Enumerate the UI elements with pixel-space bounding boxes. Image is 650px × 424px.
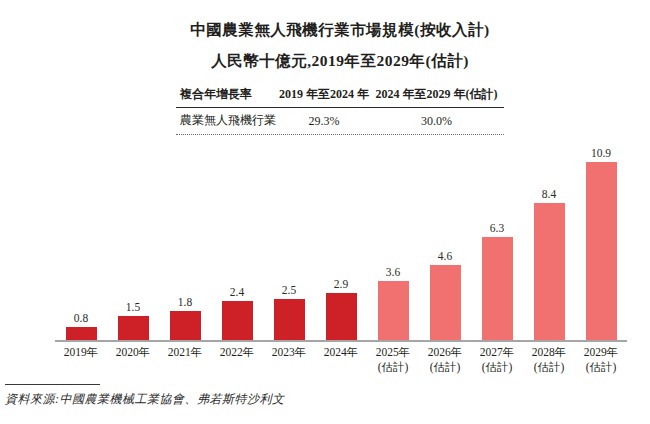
bar-2021 [170,311,201,340]
bar-2028 [534,203,565,340]
x-axis-label-2023: 2023年 [263,345,315,375]
bar-group-2020: 1.5 [107,301,159,340]
cagr-value-2024-2029: 30.0% [369,114,504,129]
bar-value-label-2020: 1.5 [126,301,140,313]
source-text: 資料來源:中國農業機械工業協會、弗若斯特沙利文 [5,391,285,408]
bar-group-2019: 0.8 [55,312,107,340]
cagr-header-2019-2024: 2019 年至2024 年 [279,86,369,103]
bar-2020 [118,316,149,340]
bar-2019 [66,327,97,340]
bar-2024 [326,293,357,340]
bar-2029 [586,162,617,340]
x-axis-label-2019: 2019年 [55,345,107,375]
bar-value-label-2026: 4.6 [438,250,452,262]
x-axis-label-2022: 2022年 [211,345,263,375]
bar-value-label-2027: 6.3 [490,222,504,234]
bar-group-2025: 3.6 [367,266,419,340]
bar-group-2026: 4.6 [419,250,471,340]
x-axis-label-2025: 2025年(估計) [367,345,419,375]
bar-value-label-2024: 2.9 [334,278,348,290]
cagr-table: 複合年增長率 2019 年至2024 年 2024 年至2029 年(估計) 農… [176,86,504,135]
bar-group-2028: 8.4 [523,188,575,340]
bar-2026 [430,265,461,340]
x-axis-line [55,340,627,342]
bar-value-label-2022: 2.4 [230,286,244,298]
x-axis-label-2028: 2028年(估計) [523,345,575,375]
x-axis-label-2029: 2029年(估計) [575,345,627,375]
bar-value-label-2019: 0.8 [74,312,88,324]
chart-title-line1: 中國農業無人飛機行業市場規模(按收入計) [30,14,650,45]
source-divider [5,384,100,385]
bar-value-label-2029: 10.9 [591,147,611,159]
x-axis-label-2020: 2020年 [107,345,159,375]
page: 中國農業無人飛機行業市場規模(按收入計) 人民幣十億元,2019年至2029年(… [0,0,650,424]
bar-value-label-2023: 2.5 [282,284,296,296]
x-axis-label-2027: 2027年(估計) [471,345,523,375]
bar-chart: 0.8 1.5 1.8 2.4 2.5 2.9 3.6 4.6 6.3 8.4 10.9 2019年… [55,144,627,375]
x-axis-label-2021: 2021年 [159,345,211,375]
cagr-value-2019-2024: 29.3% [279,114,369,129]
x-axis-label-2024: 2024年 [315,345,367,375]
bar-group-2022: 2.4 [211,286,263,340]
bar-value-label-2025: 3.6 [386,266,400,278]
bar-2022 [222,301,253,340]
cagr-row-label: 農業無人飛機行業 [176,112,279,129]
bar-group-2029: 10.9 [575,147,627,340]
cagr-table-header-row: 複合年增長率 2019 年至2024 年 2024 年至2029 年(估計) [176,86,504,108]
source-note: 資料來源:中國農業機械工業協會、弗若斯特沙利文 [5,384,285,408]
bar-value-label-2021: 1.8 [178,296,192,308]
bar-group-2021: 1.8 [159,296,211,340]
bar-value-label-2028: 8.4 [542,188,556,200]
cagr-table-data-row: 農業無人飛機行業 29.3% 30.0% [176,108,504,135]
x-axis-label-2026: 2026年(估計) [419,345,471,375]
bar-2027 [482,237,513,340]
bar-group-2027: 6.3 [471,222,523,340]
bar-group-2024: 2.9 [315,278,367,340]
cagr-header-metric: 複合年增長率 [176,86,279,103]
chart-title-line2: 人民幣十億元,2019年至2029年(估計) [30,45,650,76]
cagr-header-2024-2029: 2024 年至2029 年(估計) [369,86,504,103]
chart-title: 中國農業無人飛機行業市場規模(按收入計) 人民幣十億元,2019年至2029年(… [30,14,650,76]
x-axis-labels: 2019年2020年2021年2022年2023年2024年2025年(估計)2… [55,345,627,375]
bar-group-2023: 2.5 [263,284,315,340]
bars-row: 0.8 1.5 1.8 2.4 2.5 2.9 3.6 4.6 6.3 8.4 10.9 [55,144,627,340]
bar-2025 [378,281,409,340]
bar-2023 [274,299,305,340]
